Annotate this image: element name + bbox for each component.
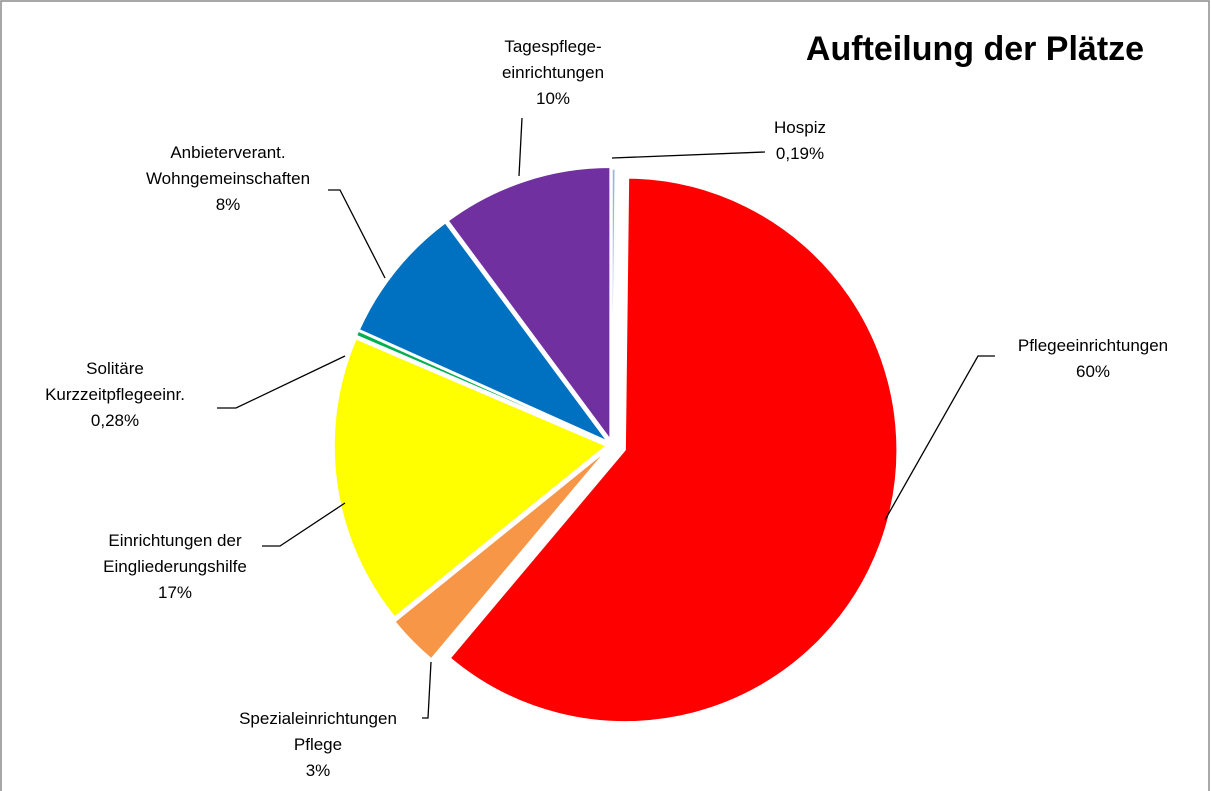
pie-slice — [355, 330, 607, 444]
pie-slice — [449, 177, 898, 723]
slice-label: Pflegeeinrichtungen — [1018, 336, 1168, 355]
leader-line — [884, 355, 995, 521]
pie-slice — [393, 450, 607, 660]
leader-line — [518, 117, 523, 177]
slice-label: Hospiz — [774, 118, 826, 137]
chart-title: Aufteilung der Plätze — [806, 30, 1144, 68]
pie-slice — [333, 337, 608, 618]
pie-slice — [447, 166, 611, 442]
value-label: 10% — [536, 89, 570, 108]
value-label: 3% — [306, 761, 331, 780]
leader-line — [611, 151, 766, 159]
slice-label: Tagespflege-einrichtungen — [502, 37, 604, 82]
value-label: 60% — [1076, 362, 1110, 381]
leader-line — [422, 661, 432, 719]
slice-label: Spezialeinrichtungen Pflege — [239, 709, 397, 754]
slice-label: Anbieterverant. Wohngemeinschaften — [146, 143, 310, 188]
value-label: 17% — [158, 583, 192, 602]
leader-line — [262, 502, 346, 547]
leader-line — [328, 189, 386, 279]
pie-slice — [611, 168, 617, 442]
slice-label: Solitäre Kurzzeitpflegeeinr. — [45, 359, 185, 404]
slice-label: Einrichtungen der Eingliederungshilfe — [103, 531, 247, 576]
leader-line — [217, 355, 346, 409]
value-label: 0,19% — [776, 144, 824, 163]
pie-slice — [358, 221, 610, 444]
value-label: 8% — [216, 195, 241, 214]
value-label: 0,28% — [91, 411, 139, 430]
